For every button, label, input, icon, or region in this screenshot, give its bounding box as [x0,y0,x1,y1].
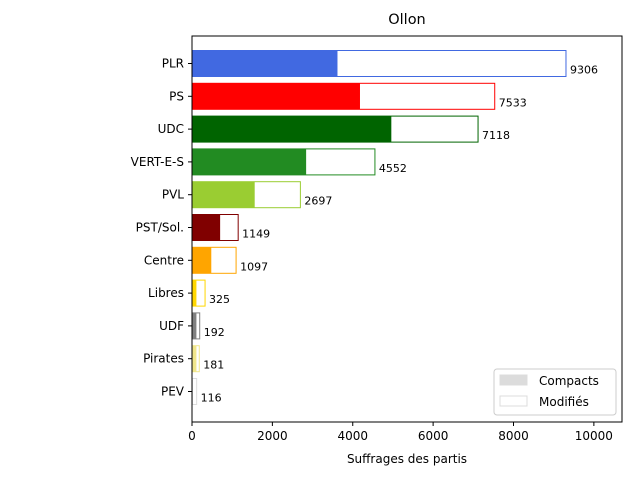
category-label-ps: PS [169,89,184,103]
x-tick-label-8000: 8000 [498,429,529,443]
legend-swatch-compacts [499,374,528,386]
value-label-pev: 116 [201,392,222,405]
category-label-centre: Centre [144,253,184,267]
category-label-vert-e-s: VERT-E-S [131,155,184,169]
x-tick-label-10000: 10000 [575,429,613,443]
bar-compacts-libres [192,280,197,307]
bar-compacts-plr [192,50,338,77]
category-label-pev: PEV [161,385,185,399]
value-labels: 9306 7533 7118 4552 2697 1149 1097 325 192 181 116 [201,64,598,405]
bar-compacts-ps [192,83,360,110]
x-tick-label-2000: 2000 [257,429,288,443]
bar-compacts-centre [192,247,212,274]
bar-compacts-udf [192,312,197,339]
bars-group [191,50,567,405]
value-label-libres: 325 [209,293,230,306]
value-label-plr: 9306 [570,64,598,77]
x-tick-label-4000: 4000 [337,429,368,443]
value-label-ps: 7533 [499,96,527,109]
x-axis-label: Suffrages des partis [347,452,467,466]
plot-frame [191,35,623,423]
value-label-pst-sol: 1149 [242,228,270,241]
category-label-pirates: Pirates [143,352,184,366]
bar-compacts-udc [192,116,392,143]
bar-compacts-pirates [192,345,197,372]
x-tick-label-0: 0 [188,429,196,443]
category-label-pst-sol: PST/Sol. [136,221,184,235]
x-tick-label-6000: 6000 [418,429,449,443]
legend-swatch-modifi-s [499,395,528,407]
value-label-udf: 192 [204,326,225,339]
value-label-centre: 1097 [240,260,268,273]
bar-compacts-pvl [192,181,255,208]
legend-label-modifi-s: Modifiés [539,395,589,409]
category-label-libres: Libres [148,286,184,300]
category-label-plr: PLR [162,57,184,71]
value-label-pirates: 181 [203,359,224,372]
value-label-udc: 7118 [482,129,510,142]
legend-label-compacts: Compacts [539,374,599,388]
category-label-udf: UDF [159,319,184,333]
category-label-pvl: PVL [162,188,184,202]
bar-compacts-vert-e-s [192,148,307,175]
x-axis: 0 2000 4000 6000 8000 10000 [188,422,613,443]
value-label-vert-e-s: 4552 [379,162,407,175]
category-label-udc: UDC [158,122,184,136]
chart-title: Ollon [388,12,426,28]
bar-compacts-pst-sol [192,214,221,241]
value-label-pvl: 2697 [304,195,332,208]
category-labels: PLR PS UDC VERT-E-S PVL PST/Sol. Centre Libres U… [131,57,192,399]
legend: Compacts Modifiés [493,368,617,416]
